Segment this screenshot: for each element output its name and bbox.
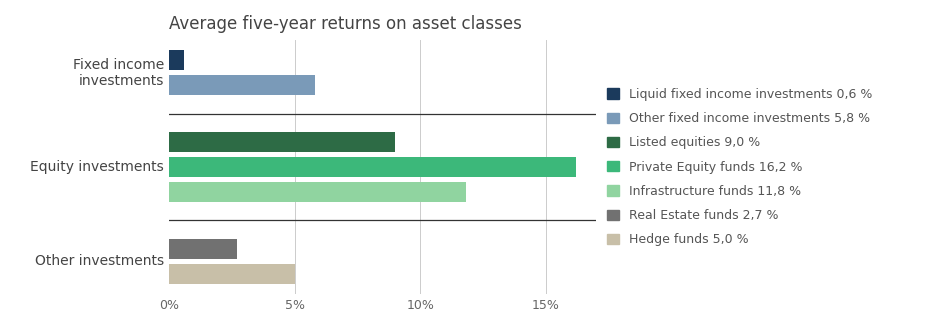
Legend: Liquid fixed income investments 0,6 %, Other fixed income investments 5,8 %, Lis: Liquid fixed income investments 0,6 %, O… — [607, 88, 872, 246]
Bar — [169, 264, 295, 284]
Bar — [169, 157, 577, 177]
Bar — [169, 238, 237, 259]
Bar — [169, 132, 395, 152]
Bar — [169, 182, 466, 202]
Bar — [169, 75, 315, 96]
Text: Average five-year returns on asset classes: Average five-year returns on asset class… — [169, 15, 522, 33]
Bar — [169, 50, 184, 70]
